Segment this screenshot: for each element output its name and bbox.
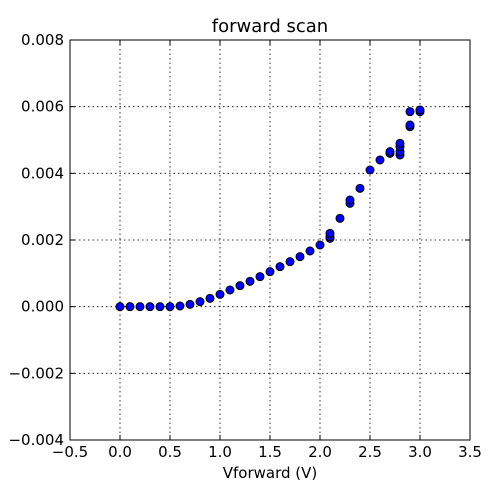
y-tick-label: 0.000 bbox=[21, 298, 64, 316]
data-point bbox=[405, 107, 415, 117]
y-tick-label: 0.006 bbox=[21, 98, 64, 116]
x-tick-label: 2.5 bbox=[358, 443, 382, 461]
data-point bbox=[355, 183, 365, 193]
x-tick-label: 2.0 bbox=[308, 443, 332, 461]
axis-ticks bbox=[69, 39, 471, 441]
x-tick-label: 0.0 bbox=[108, 443, 132, 461]
data-point bbox=[125, 302, 135, 312]
x-tick-label: 3.0 bbox=[408, 443, 432, 461]
chart-title: forward scan bbox=[212, 16, 328, 37]
data-point bbox=[235, 281, 245, 291]
data-point bbox=[175, 301, 185, 311]
data-point bbox=[405, 120, 415, 130]
y-tick-label: 0.004 bbox=[21, 164, 64, 182]
data-point bbox=[375, 155, 385, 165]
data-point bbox=[345, 195, 355, 205]
data-point bbox=[135, 302, 145, 312]
data-point bbox=[115, 302, 125, 312]
data-point bbox=[245, 276, 255, 286]
data-point bbox=[295, 252, 305, 262]
x-tick-label: −0.5 bbox=[52, 443, 88, 461]
data-point bbox=[305, 246, 315, 256]
x-tick-label: 3.5 bbox=[458, 443, 482, 461]
data-point bbox=[205, 293, 215, 303]
data-point bbox=[255, 272, 265, 282]
data-point bbox=[365, 165, 375, 175]
data-point bbox=[225, 285, 235, 295]
x-tick-label: 0.5 bbox=[158, 443, 182, 461]
data-point bbox=[285, 257, 295, 267]
data-point bbox=[145, 302, 155, 312]
data-point bbox=[395, 138, 405, 148]
data-point bbox=[315, 240, 325, 250]
data-points bbox=[115, 105, 425, 312]
data-point bbox=[265, 267, 275, 277]
data-point bbox=[155, 302, 165, 312]
x-tick-label: 1.0 bbox=[208, 443, 232, 461]
x-axis-label: Vforward (V) bbox=[223, 464, 318, 482]
data-point bbox=[195, 297, 205, 307]
y-tick-label: 0.002 bbox=[21, 231, 64, 249]
data-point bbox=[165, 302, 175, 312]
data-point bbox=[185, 299, 195, 309]
y-tick-labels: −0.004 −0.002 0.000 0.002 0.004 0.006 0.008 bbox=[8, 31, 64, 449]
data-point bbox=[415, 105, 425, 115]
grid-lines bbox=[69, 39, 471, 441]
data-point bbox=[275, 262, 285, 272]
data-point bbox=[325, 228, 335, 238]
data-point bbox=[385, 147, 395, 157]
data-point bbox=[215, 289, 225, 299]
x-tick-label: 1.5 bbox=[258, 443, 282, 461]
data-point bbox=[335, 213, 345, 223]
y-tick-label: −0.002 bbox=[8, 364, 64, 382]
y-tick-label: −0.004 bbox=[8, 431, 64, 449]
y-tick-label: 0.008 bbox=[21, 31, 64, 49]
x-tick-labels: −0.5 0.0 0.5 1.0 1.5 2.0 2.5 3.0 3.5 bbox=[52, 443, 482, 461]
